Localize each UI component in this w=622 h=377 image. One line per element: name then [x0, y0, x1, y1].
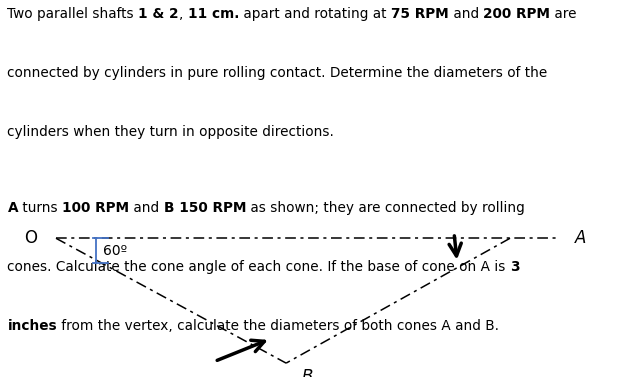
Text: 3: 3: [510, 260, 520, 274]
Text: 75 RPM: 75 RPM: [391, 6, 448, 21]
Text: 1 & 2: 1 & 2: [139, 6, 179, 21]
Text: inches: inches: [7, 319, 57, 333]
Text: 60º: 60º: [103, 244, 127, 258]
Text: B 150 RPM: B 150 RPM: [164, 201, 246, 215]
Text: turns: turns: [18, 201, 62, 215]
Text: 100 RPM: 100 RPM: [62, 201, 129, 215]
Text: Two parallel shafts: Two parallel shafts: [7, 6, 139, 21]
Text: 11 cm.: 11 cm.: [188, 6, 239, 21]
Text: A: A: [7, 201, 18, 215]
Text: B: B: [302, 368, 313, 377]
Text: 200 RPM: 200 RPM: [483, 6, 550, 21]
Text: and: and: [129, 201, 164, 215]
Text: apart and rotating at: apart and rotating at: [239, 6, 391, 21]
Text: ,: ,: [179, 6, 188, 21]
Text: are: are: [550, 6, 577, 21]
Text: from the vertex, calculate the diameters of both cones A and B.: from the vertex, calculate the diameters…: [57, 319, 499, 333]
Text: cylinders when they turn in opposite directions.: cylinders when they turn in opposite dir…: [7, 125, 335, 139]
Text: and: and: [448, 6, 483, 21]
Text: as shown; they are connected by rolling: as shown; they are connected by rolling: [246, 201, 525, 215]
Text: connected by cylinders in pure rolling contact. Determine the diameters of the: connected by cylinders in pure rolling c…: [7, 66, 548, 80]
Text: O: O: [24, 229, 37, 247]
Text: cones. Calculate the cone angle of each cone. If the base of cone on A is: cones. Calculate the cone angle of each …: [7, 260, 510, 274]
Text: A: A: [575, 229, 587, 247]
